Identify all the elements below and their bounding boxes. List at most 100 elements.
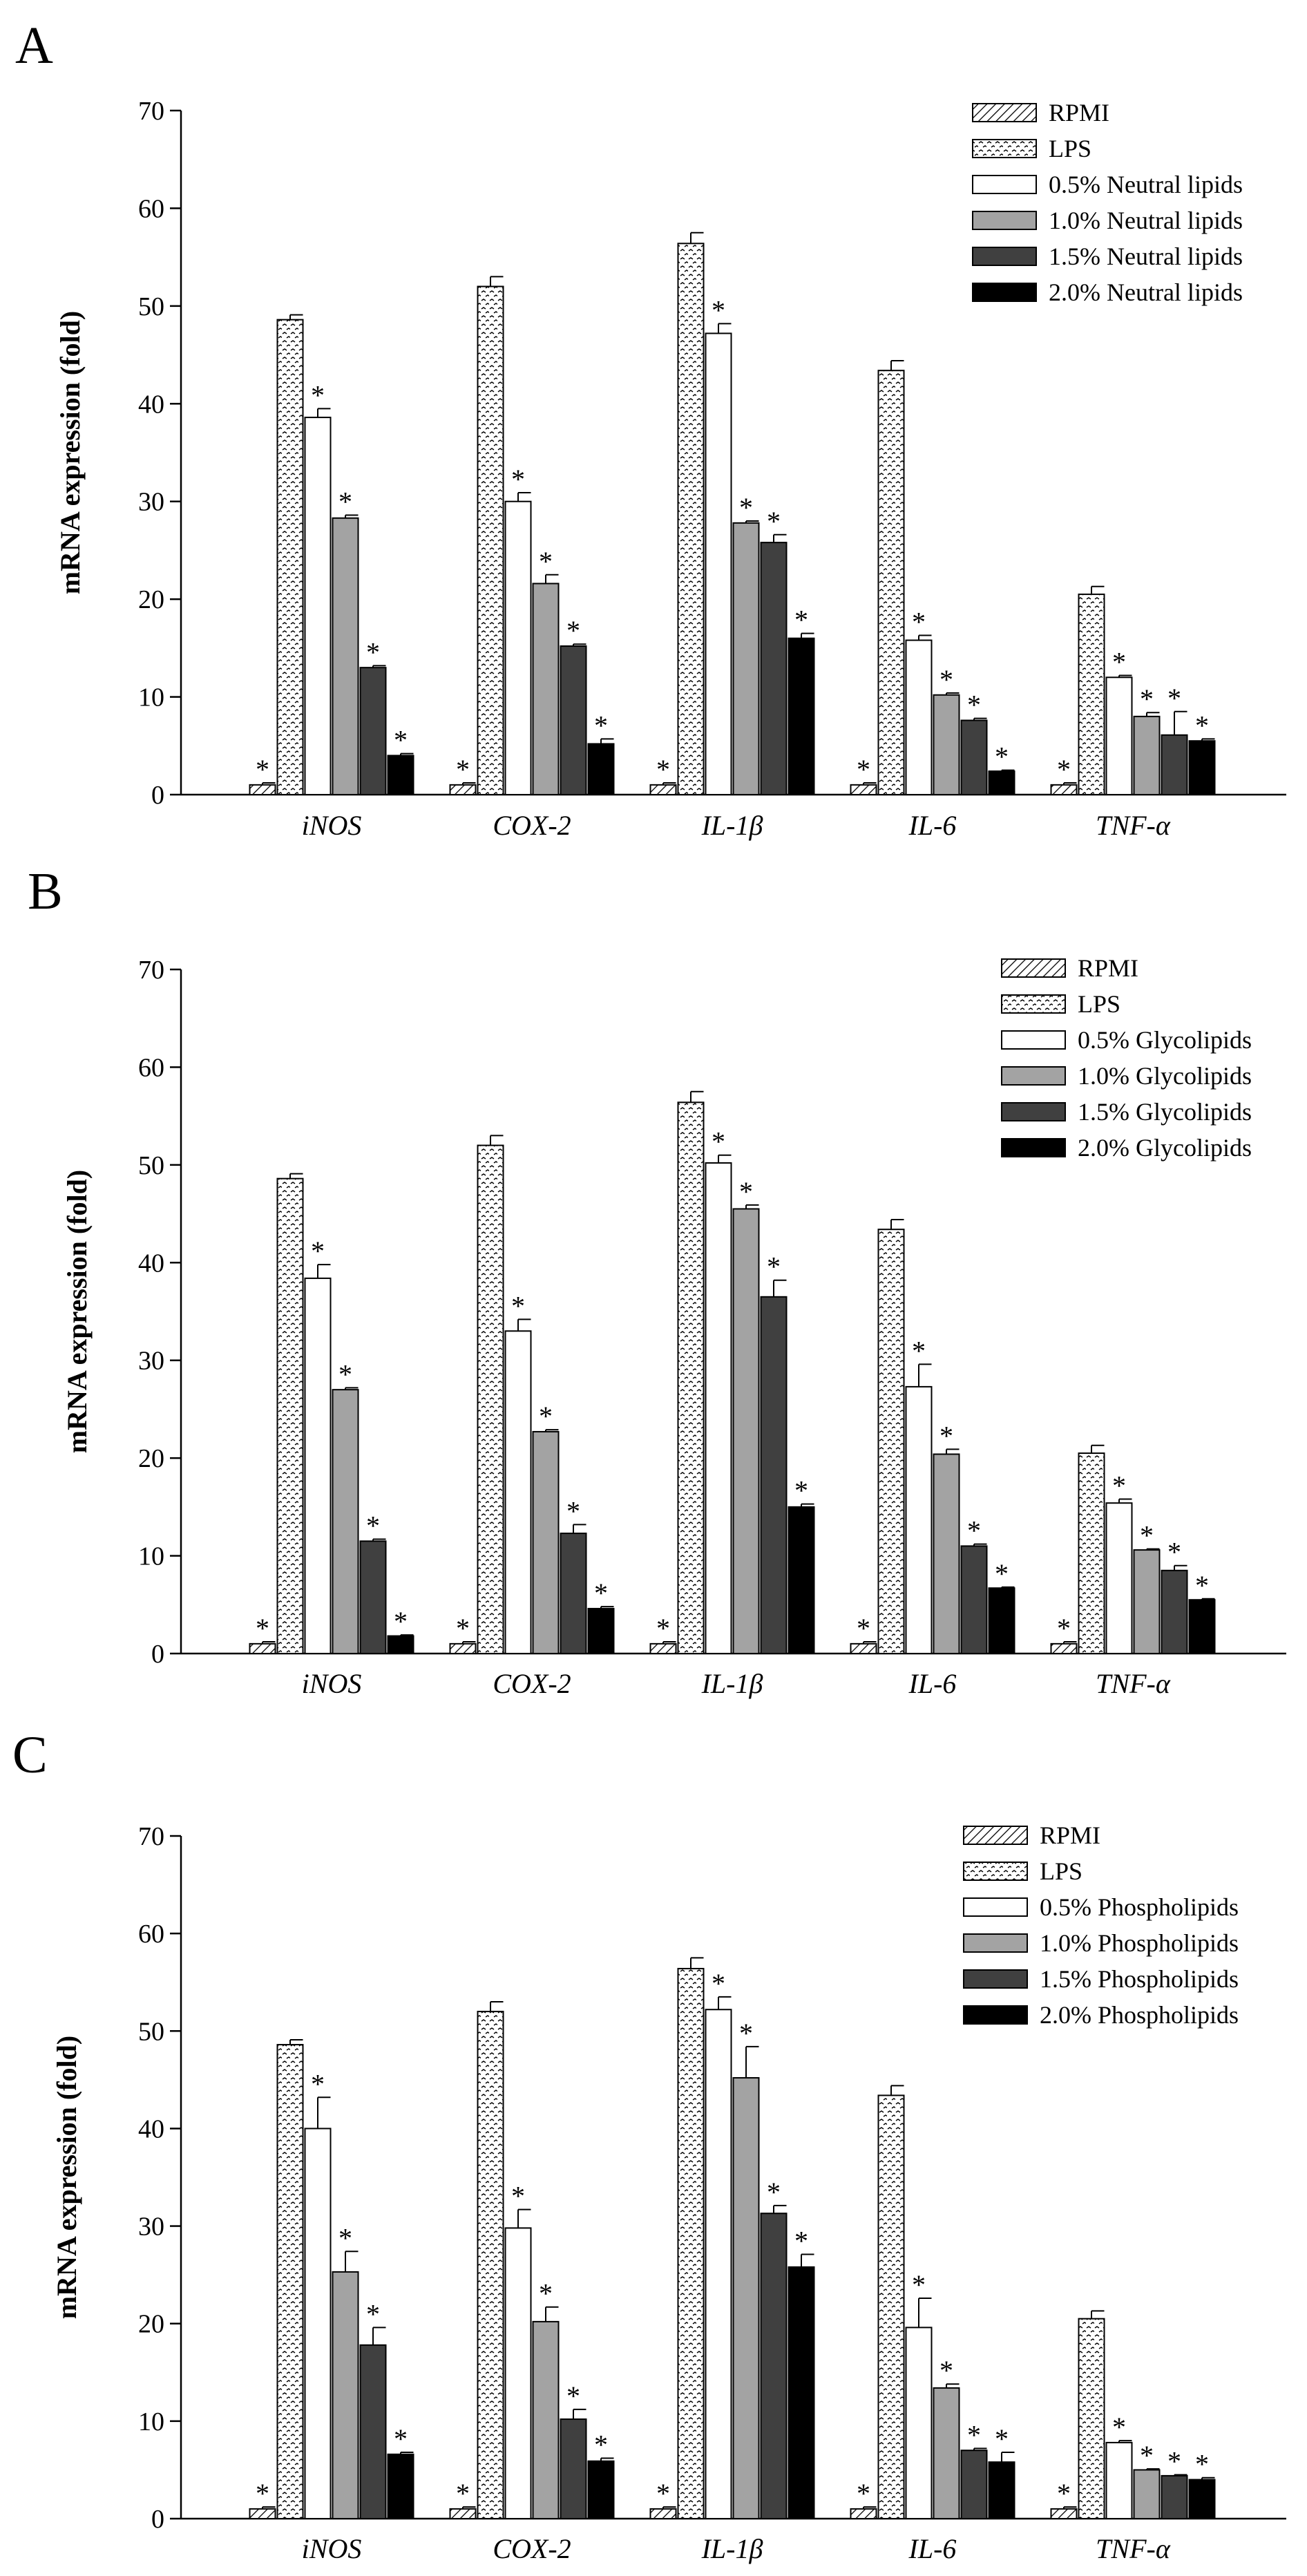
y-tick-label: 40 — [138, 2114, 164, 2143]
y-tick-label: 70 — [138, 1822, 164, 1851]
significance-star: * — [366, 2298, 380, 2329]
bar — [788, 637, 815, 796]
y-tick-label: 60 — [138, 194, 164, 223]
significance-star: * — [456, 2478, 470, 2509]
x-tick-label: iNOS — [302, 810, 362, 841]
y-tick-label: 20 — [138, 2310, 164, 2339]
bar — [332, 1389, 359, 1655]
significance-star: * — [767, 2177, 781, 2208]
bar — [905, 639, 933, 795]
bar — [705, 2009, 732, 2519]
legend-swatch — [972, 247, 1037, 266]
significance-star: * — [1140, 683, 1154, 714]
bar — [449, 1642, 477, 1655]
x-tick-label: IL-6 — [908, 810, 957, 841]
significance-star: * — [712, 294, 725, 325]
significance-star: * — [594, 1578, 608, 1609]
bar — [1161, 1569, 1188, 1655]
legend-swatch — [1001, 1030, 1066, 1050]
bar — [760, 542, 788, 795]
bar — [560, 2418, 587, 2520]
legend-entry: 1.0% Neutral lipids — [1049, 207, 1243, 234]
x-tick-label: iNOS — [302, 1668, 362, 1699]
y-tick-label: 10 — [138, 1542, 164, 1571]
significance-star: * — [539, 1401, 553, 1432]
significance-star: * — [1140, 1520, 1154, 1551]
significance-star: * — [1112, 2412, 1126, 2443]
bar — [732, 2077, 760, 2519]
significance-star: * — [311, 379, 325, 410]
bar — [1188, 1599, 1216, 1654]
significance-star: * — [1057, 2478, 1071, 2509]
bar — [449, 2508, 477, 2520]
bar — [387, 2453, 414, 2519]
y-tick-label: 50 — [138, 292, 164, 321]
bar — [1188, 740, 1216, 795]
significance-star: * — [394, 1606, 408, 1637]
significance-star: * — [712, 1126, 725, 1157]
legend-entry: 2.0% Phospholipids — [1040, 2001, 1239, 2029]
legend-entry: LPS — [1040, 1857, 1082, 1885]
bar — [1078, 594, 1105, 795]
bar — [1133, 715, 1161, 796]
bar — [587, 1607, 615, 1655]
significance-star: * — [995, 2423, 1009, 2454]
significance-star: * — [1195, 1570, 1209, 1601]
significance-star: * — [794, 2226, 808, 2257]
significance-star: * — [1112, 646, 1126, 677]
bars: * * * * * * * * * * * * * * * * * * * * * * * * * — [249, 231, 1216, 796]
bar — [933, 2387, 960, 2520]
significance-star: * — [539, 2278, 553, 2309]
legend-entry: 0.5% Phospholipids — [1040, 1893, 1239, 1921]
x-tick-label: TNF-α — [1096, 810, 1171, 841]
bar — [960, 719, 988, 795]
bar — [332, 2271, 359, 2519]
significance-star: * — [739, 492, 753, 523]
bar — [905, 1385, 933, 1655]
legend-entry: 2.0% Glycolipids — [1078, 1134, 1252, 1162]
y-tick-label: 30 — [138, 2213, 164, 2242]
bar — [1050, 1642, 1078, 1655]
legend: RPMI LPS 0.5% Neutral lipids 1.0% Neutral l… — [972, 99, 1243, 306]
significance-star: * — [456, 754, 470, 785]
legend-swatch — [963, 2005, 1028, 2025]
significance-star: * — [939, 1420, 953, 1451]
bar — [649, 2508, 677, 2520]
legend-entry: RPMI — [1049, 99, 1109, 126]
bar — [933, 694, 960, 795]
y-tick-label: 60 — [138, 1053, 164, 1082]
bar — [304, 1277, 332, 1654]
legend-entry: 1.5% Glycolipids — [1078, 1098, 1252, 1126]
y-tick-label: 60 — [138, 1920, 164, 1949]
significance-star: * — [939, 664, 953, 695]
y-tick-label: 70 — [138, 956, 164, 985]
bar — [1161, 734, 1188, 795]
panel-c: C 0 10 20 30 40 50 60 70 mRNA expression (fold) i… — [0, 1721, 1307, 2576]
significance-star: * — [511, 1290, 525, 1321]
y-tick-label: 0 — [151, 1640, 164, 1669]
bar — [1050, 2508, 1078, 2520]
legend-entry: LPS — [1078, 990, 1120, 1018]
significance-star: * — [311, 1235, 325, 1267]
significance-star: * — [656, 754, 670, 785]
legend-swatch — [963, 1862, 1028, 1881]
legend-entry: 1.0% Glycolipids — [1078, 1062, 1252, 1090]
bar — [276, 319, 304, 795]
bar — [1078, 2318, 1105, 2520]
legend-entry: 1.5% Phospholipids — [1040, 1965, 1239, 1993]
bar — [760, 2213, 788, 2519]
significance-star: * — [1195, 710, 1209, 741]
bar — [304, 417, 332, 795]
y-tick-label: 0 — [151, 2505, 164, 2534]
panel-a: A 0 10 20 30 40 50 60 70 mRNA expression (fold) i… — [0, 0, 1307, 841]
bar — [304, 2128, 332, 2519]
bar — [359, 1540, 387, 1654]
bar — [649, 784, 677, 796]
significance-star: * — [256, 754, 269, 785]
legend-swatch — [963, 1897, 1028, 1917]
significance-star: * — [539, 546, 553, 577]
y-tick-label: 0 — [151, 781, 164, 810]
significance-star: * — [366, 1510, 380, 1542]
legend: RPMI LPS 0.5% Glycolipids 1.0% Glycolipids 1… — [1001, 954, 1252, 1162]
bar — [877, 2094, 905, 2519]
